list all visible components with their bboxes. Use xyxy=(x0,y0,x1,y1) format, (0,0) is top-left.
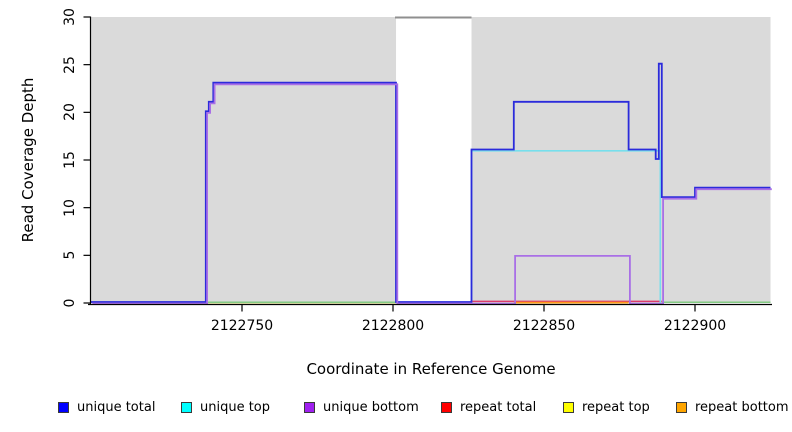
legend-label-repeat-top: repeat top xyxy=(582,399,650,415)
y-tick-label-0: 0 xyxy=(62,298,78,308)
legend-swatch-repeat-top xyxy=(563,401,574,413)
series-unique-total xyxy=(91,62,771,303)
x-tick-label-0: 2122750 xyxy=(210,318,274,334)
y-tick-label-3: 15 xyxy=(62,151,78,169)
y-axis-title: Read Coverage Depth xyxy=(19,77,37,243)
x-tick-label-3: 2122900 xyxy=(663,318,727,334)
y-tick-label-2: 10 xyxy=(62,198,78,217)
x-tick-label-1: 2122800 xyxy=(361,318,425,334)
legend-swatch-unique-top xyxy=(181,401,192,413)
legend-item-unique-bottom: unique bottom xyxy=(304,399,419,415)
legend-item-repeat-total: repeat total xyxy=(441,399,537,415)
x-axis-title: Coordinate in Reference Genome xyxy=(306,360,556,378)
legend-item-repeat-top: repeat top xyxy=(563,399,650,415)
legend-label-unique-total: unique total xyxy=(77,399,156,415)
legend-swatch-repeat-bottom xyxy=(676,401,687,413)
legend-item-repeat-bottom: repeat bottom xyxy=(676,399,789,415)
x-tick-label-2: 2122850 xyxy=(512,318,576,334)
y-tick-label-4: 20 xyxy=(62,103,78,122)
series-unique-bottom xyxy=(92,83,772,305)
legend-label-unique-top: unique top xyxy=(200,399,271,415)
y-tick-label-5: 25 xyxy=(62,55,78,74)
legend-label-repeat-total: repeat total xyxy=(460,399,537,415)
legend-label-repeat-bottom: repeat bottom xyxy=(695,399,789,415)
legend-item-unique-top: unique top xyxy=(181,399,271,415)
y-tick-label-6: 30 xyxy=(62,8,78,26)
legend-swatch-unique-bottom xyxy=(304,401,315,413)
shaded-region-1 xyxy=(471,17,771,303)
legend-swatch-unique-total xyxy=(58,401,69,413)
legend-item-unique-total: unique total xyxy=(58,399,156,415)
chart-canvas xyxy=(83,16,772,312)
legend-label-unique-bottom: unique bottom xyxy=(323,399,419,415)
shaded-region-0 xyxy=(91,17,397,303)
y-tick-label-1: 5 xyxy=(62,250,78,260)
legend-swatch-repeat-total xyxy=(441,401,452,413)
